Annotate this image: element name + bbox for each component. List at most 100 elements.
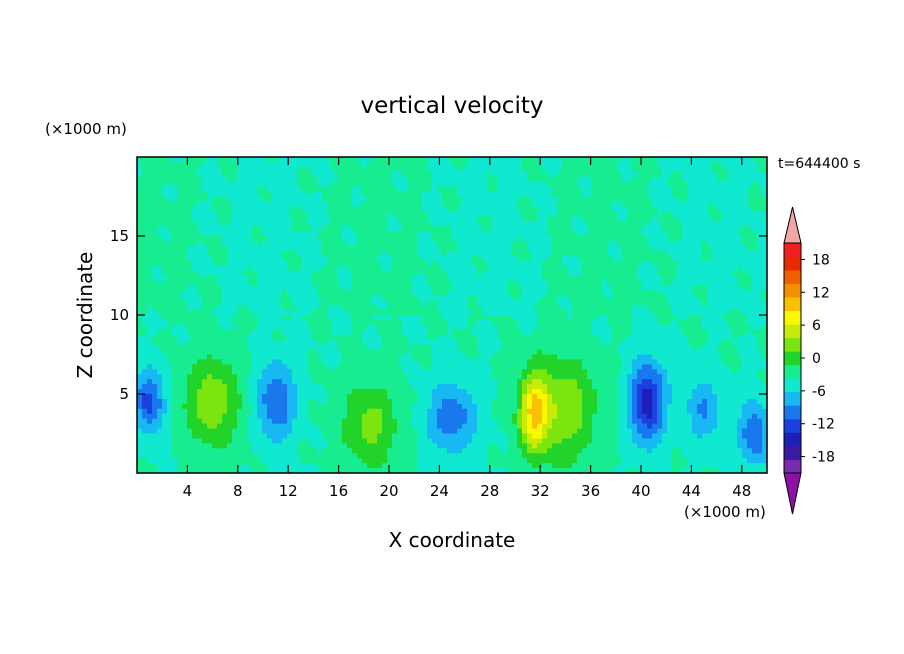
field-cell xyxy=(432,201,438,207)
field-cell xyxy=(497,453,503,459)
field-cell xyxy=(377,221,383,227)
field-cell xyxy=(207,394,213,400)
field-cell xyxy=(267,310,273,316)
field-cell xyxy=(147,433,153,440)
field-cell xyxy=(422,166,428,173)
field-cell xyxy=(262,324,268,331)
field-cell xyxy=(422,236,428,242)
field-cell xyxy=(437,428,443,435)
field-cell xyxy=(397,206,403,212)
field-cell xyxy=(197,443,203,449)
field-cell xyxy=(307,206,313,212)
field-cell xyxy=(157,423,163,430)
field-cell xyxy=(312,240,318,247)
field-cell xyxy=(357,329,363,336)
field-cell xyxy=(417,438,423,444)
field-cell xyxy=(427,295,433,301)
field-cell xyxy=(427,394,433,400)
field-cell xyxy=(172,418,178,425)
field-cell xyxy=(427,359,433,365)
field-cell xyxy=(467,221,473,227)
field-cell xyxy=(202,186,208,193)
field-cell xyxy=(262,443,268,449)
field-cell xyxy=(317,329,323,336)
field-cell xyxy=(447,201,453,207)
field-cell xyxy=(352,384,358,390)
field-cell xyxy=(427,191,433,198)
field-cell xyxy=(267,300,273,306)
field-cell xyxy=(392,398,398,405)
field-cell xyxy=(282,384,288,390)
field-cell xyxy=(427,231,433,237)
field-cell xyxy=(357,211,363,217)
field-cell xyxy=(272,191,278,198)
field-cell xyxy=(207,384,213,390)
field-cell xyxy=(482,221,488,227)
field-cell xyxy=(257,275,263,282)
field-cell xyxy=(247,354,253,361)
field-cell xyxy=(387,176,393,183)
field-cell xyxy=(147,280,153,286)
field-cell xyxy=(492,403,498,410)
field-cell xyxy=(307,275,313,282)
field-cell xyxy=(517,413,523,420)
field-cell xyxy=(307,458,313,464)
field-cell xyxy=(387,339,393,346)
field-cell xyxy=(152,413,158,420)
field-cell xyxy=(207,438,213,444)
field-cell xyxy=(157,359,163,365)
field-cell xyxy=(472,295,478,301)
field-cell xyxy=(382,186,388,193)
field-cell xyxy=(277,463,283,469)
field-cell xyxy=(202,315,208,321)
field-cell xyxy=(372,201,378,207)
field-cell xyxy=(137,157,143,163)
field-cell xyxy=(332,438,338,444)
field-cell xyxy=(232,443,238,449)
field-cell xyxy=(402,290,408,296)
field-cell xyxy=(232,206,238,212)
field-cell xyxy=(187,236,193,242)
field-cell xyxy=(217,349,223,356)
field-cell xyxy=(162,344,168,351)
field-cell xyxy=(202,463,208,469)
field-cell xyxy=(167,394,173,400)
field-cell xyxy=(242,226,248,232)
field-cell xyxy=(327,275,333,282)
field-cell xyxy=(252,240,258,247)
field-cell xyxy=(197,231,203,237)
field-cell xyxy=(182,403,188,410)
field-cell xyxy=(412,369,418,375)
field-cell xyxy=(397,394,403,400)
field-cell xyxy=(522,240,528,247)
field-cell xyxy=(182,166,188,173)
field-cell xyxy=(317,206,323,212)
field-cell xyxy=(307,349,313,356)
field-cell xyxy=(202,403,208,410)
field-cell xyxy=(267,255,273,262)
field-cell xyxy=(442,181,448,188)
field-cell xyxy=(447,418,453,425)
field-cell xyxy=(522,157,528,163)
field-cell xyxy=(137,354,143,361)
field-cell xyxy=(427,181,433,188)
field-cell xyxy=(422,463,428,469)
field-cell xyxy=(492,369,498,375)
field-cell xyxy=(502,339,508,346)
field-cell xyxy=(482,334,488,341)
field-cell xyxy=(247,324,253,331)
field-cell xyxy=(442,433,448,440)
field-cell xyxy=(302,398,308,405)
field-cell xyxy=(172,265,178,272)
field-cell xyxy=(257,379,263,385)
field-cell xyxy=(247,423,253,430)
field-cell xyxy=(487,305,493,311)
field-cell xyxy=(477,211,483,217)
field-cell xyxy=(507,329,513,336)
field-cell xyxy=(347,438,353,444)
field-cell xyxy=(137,468,143,474)
field-cell xyxy=(252,369,258,375)
field-cell xyxy=(492,398,498,405)
field-cell xyxy=(267,448,273,454)
